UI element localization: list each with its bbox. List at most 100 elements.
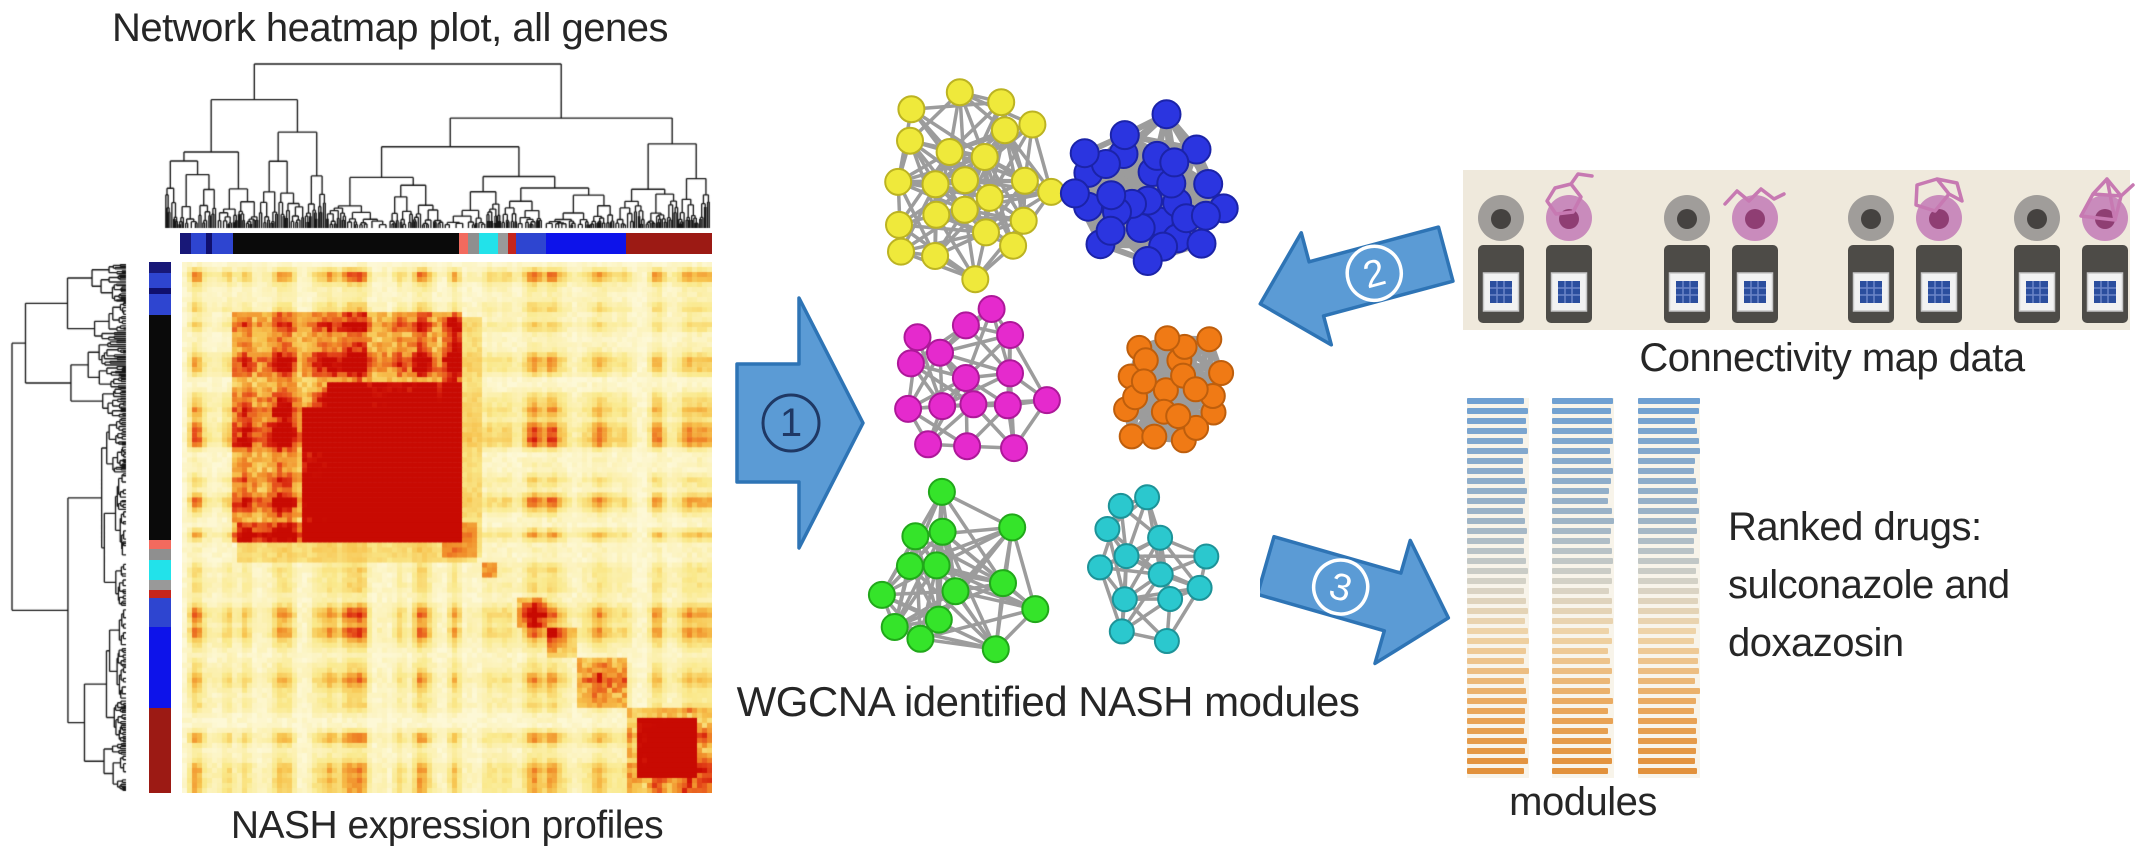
gene-node [1196,326,1223,353]
connectivity-map-panel [1463,170,2135,330]
chip-grid-lines [1558,281,1580,303]
ranked-drug-stripe [1638,478,1697,484]
chip-array [1928,281,1950,303]
gene-node [951,364,980,392]
gene-node [1108,618,1135,645]
ranked-drug-stripe [1467,688,1526,694]
ranked-drug-stripe [1638,578,1699,584]
gene-node [1147,561,1174,588]
module-cluster-blue [1059,99,1239,276]
ranked-lists [1467,398,1701,778]
gene-node [1069,138,1100,169]
ranked-drug-stripe [1467,428,1528,434]
ranked-drug-stripe [1467,458,1523,464]
gene-node [1000,434,1028,463]
network-edge [941,530,1037,611]
ranked-list-column [1638,398,1700,778]
tom-heatmap [182,262,712,793]
ranked-drug-stripe [1552,438,1613,444]
gene-node [961,265,990,294]
gene-node [903,323,932,352]
module-color-segment [149,707,171,794]
ranked-drug-stripe [1552,488,1609,494]
gene-node [1118,423,1145,450]
ranked-drug-stripe [1638,488,1699,494]
ranked-drug-stripe [1552,738,1612,744]
gene-node [1132,246,1163,276]
cell-nucleus [2027,209,2047,229]
gene-node [1165,403,1192,430]
ranked-drug-stripe [1467,558,1526,564]
ranked-drug-stripe [1552,608,1612,614]
ranked-drug-stripe [1552,658,1610,664]
ranked-drugs-line: sulconazole and [1728,563,2010,607]
module-cluster-magenta [894,295,1061,463]
gene-node [1096,180,1127,211]
ranked-drug-stripe [1467,648,1527,654]
ranked-drug-stripe [1467,728,1525,734]
gene-node [880,613,909,641]
heatmap-title: Network heatmap plot, all genes [112,6,668,50]
gene-node [896,126,924,155]
ranked-drug-stripe [1638,738,1697,744]
cell-nucleus [1929,209,1949,229]
gene-node [959,390,988,419]
ranked-drug-stripe [1552,758,1613,764]
network-edge [913,535,941,621]
step2-number-circle [1345,244,1404,303]
module-color-segment [516,233,547,254]
gene-node [977,295,1006,323]
module-color-segment [149,597,171,628]
ranked-drug-stripe [1638,758,1695,764]
chemical-structure-icon [1723,187,1786,206]
module-color-segment [498,233,509,254]
chemical-structure-icon [1914,177,1964,213]
gene-node [1181,134,1212,165]
gene-node [901,522,930,551]
gene-node [928,392,957,421]
ranked-drug-stripe [1638,568,1697,574]
module-cluster-cyan [1087,484,1220,654]
gene-node [1021,595,1050,624]
module-cluster-orange [1113,325,1235,454]
ranked-drug-stripe [1638,748,1696,754]
ranked-drug-stripe [1467,628,1528,634]
gene-node [897,95,926,124]
gene-node [1130,368,1157,395]
ranked-drug-stripe [1467,708,1526,714]
gene-node [1193,543,1220,570]
ranked-drug-stripe [1638,718,1698,724]
ranked-drug-stripe [1638,638,1695,644]
fused-rings-glyph [1914,177,1964,213]
gene-node [981,635,1010,664]
gene-node [999,231,1028,260]
ranked-drug-stripe [1638,408,1699,414]
ranked-drug-stripe [1467,498,1526,504]
gene-node [970,143,999,171]
chip-grid-lines [2094,281,2116,303]
ranked-list-column [1467,398,1529,778]
gene-node [1010,166,1039,195]
control-sample-icon [1664,195,1710,323]
chip-array [1676,281,1698,303]
ranked-drug-stripe [1467,448,1528,454]
gene-node [1151,99,1182,130]
module-color-segment [149,262,171,274]
treated-sample-icon [1732,195,1778,323]
gene-node [921,242,950,270]
block-arrow-left-icon [1258,225,1455,347]
network-edge [964,178,1052,194]
left-module-colorbar [149,262,171,794]
gene-node [1095,215,1126,246]
ranked-drug-stripe [1467,538,1525,544]
ranked-drug-stripe [1467,588,1525,594]
ranked-drug-stripe [1467,678,1525,684]
module-color-segment [149,560,171,580]
gene-node [953,432,982,461]
ranked-list-column [1552,398,1614,778]
network-edge [919,607,1036,641]
chip-array [1744,281,1766,303]
network-edge [963,101,1003,181]
ranked-drug-stripe [1467,598,1527,604]
